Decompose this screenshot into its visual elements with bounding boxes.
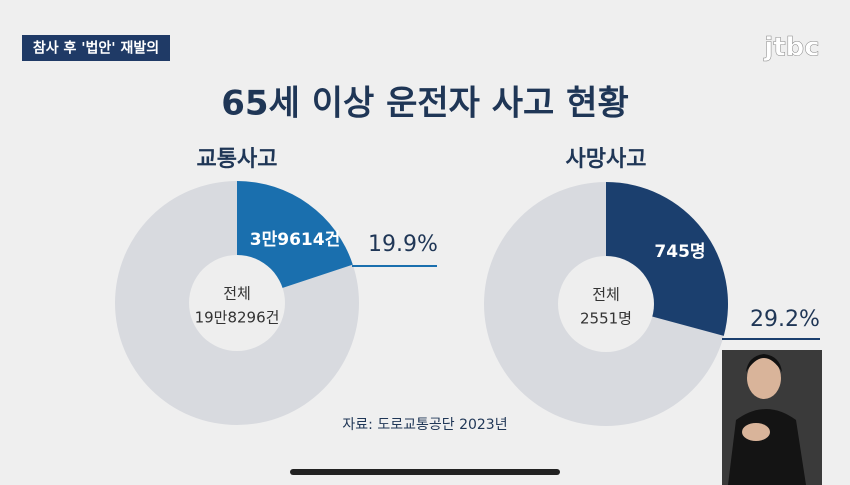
center-label: 19만8296건 <box>195 309 280 327</box>
center-label: 전체 <box>223 285 251 303</box>
home-indicator <box>290 469 560 475</box>
pie-hole <box>189 255 285 351</box>
interpreter-hands <box>742 423 770 441</box>
segment-label: 3만9614건 <box>250 230 340 250</box>
interpreter-head <box>747 357 781 399</box>
center-label: 2551명 <box>580 310 632 328</box>
header-tag-box <box>22 35 170 61</box>
logo: jtbc <box>763 33 819 63</box>
center-label: 전체 <box>592 286 620 304</box>
source: 자료: 도로교통공단 2023년 <box>342 417 507 433</box>
segment-label: 745명 <box>654 242 705 262</box>
interpreter <box>722 350 822 485</box>
value-label: 19.9% <box>368 232 438 257</box>
chart-title: 사망사고 <box>566 147 647 172</box>
interpreter-hair <box>746 354 782 372</box>
header-tag: 참사 후 '법안' 재발의 <box>33 40 159 57</box>
chart-title: 교통사고 <box>197 147 278 172</box>
pie-hole <box>558 256 654 352</box>
value-label: 29.2% <box>750 307 820 332</box>
title: 65세 이상 운전자 사고 현황 <box>221 84 628 124</box>
interpreter-body <box>728 409 806 485</box>
